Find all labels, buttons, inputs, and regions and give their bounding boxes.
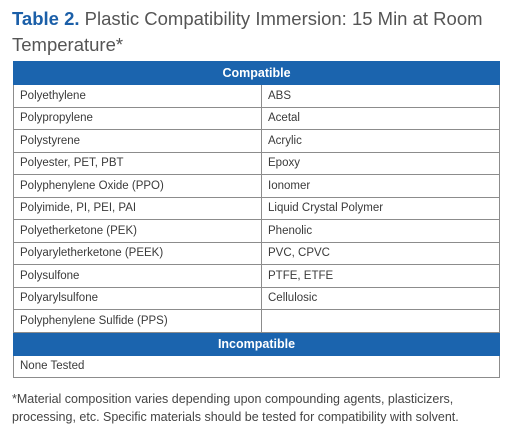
table-row: Polypropylene Acetal	[13, 106, 500, 130]
table-cell: None Tested	[13, 354, 500, 378]
table-cell	[261, 309, 500, 333]
compatible-header-row: Compatible	[13, 61, 500, 85]
table-cell: Polyimide, PI, PEI, PAI	[13, 196, 262, 220]
table-cell: PVC, CPVC	[261, 241, 500, 265]
table-row: Polysulfone PTFE, ETFE	[13, 264, 500, 288]
table-row: None Tested	[13, 354, 500, 378]
compatible-heading: Compatible	[13, 61, 500, 85]
table-cell: ABS	[261, 84, 500, 108]
table-cell: Phenolic	[261, 219, 500, 243]
table-row: Polyetherketone (PEK) Phenolic	[13, 219, 500, 243]
table-cell: Polyester, PET, PBT	[13, 151, 262, 175]
table-cell: Polysulfone	[13, 264, 262, 288]
table-row: Polyphenylene Oxide (PPO) Ionomer	[13, 174, 500, 198]
table-cell: Cellulosic	[261, 286, 500, 310]
table-cell: Acrylic	[261, 129, 500, 153]
table-cell: Ionomer	[261, 174, 500, 198]
table-row: Polyaryletherketone (PEEK) PVC, CPVC	[13, 241, 500, 265]
incompatible-header-row: Incompatible	[13, 331, 500, 356]
table-cell: Polypropylene	[13, 106, 262, 130]
table-row: Polystyrene Acrylic	[13, 129, 500, 153]
table-row: Polyphenylene Sulfide (PPS)	[13, 309, 500, 333]
table-number-label: Table 2.	[12, 8, 80, 29]
table-cell: Polyphenylene Sulfide (PPS)	[13, 309, 262, 333]
table-row: Polyarylsulfone Cellulosic	[13, 286, 500, 310]
compatibility-table: Compatible Polyethylene ABS Polypropylene…	[13, 61, 500, 378]
table-cell: Polyphenylene Oxide (PPO)	[13, 174, 262, 198]
table-cell: Polyethylene	[13, 84, 262, 108]
table-cell: Polyarylsulfone	[13, 286, 262, 310]
table-cell: Acetal	[261, 106, 500, 130]
table-cell: Polystyrene	[13, 129, 262, 153]
incompatible-heading: Incompatible	[13, 331, 500, 356]
table-cell: Polyetherketone (PEK)	[13, 219, 262, 243]
table-row: Polyimide, PI, PEI, PAI Liquid Crystal Po…	[13, 196, 500, 220]
table-cell: Polyaryletherketone (PEEK)	[13, 241, 262, 265]
table-cell: PTFE, ETFE	[261, 264, 500, 288]
footnote: *Material composition varies depending u…	[12, 392, 459, 424]
table-row: Polyethylene ABS	[13, 84, 500, 108]
table-cell: Liquid Crystal Polymer	[261, 196, 500, 220]
table-row: Polyester, PET, PBT Epoxy	[13, 151, 500, 175]
table-title: Table 2. Plastic Compatibility Immersion…	[12, 6, 502, 58]
table-title-text: Plastic Compatibility Immersion: 15 Min …	[12, 8, 483, 55]
table-cell: Epoxy	[261, 151, 500, 175]
